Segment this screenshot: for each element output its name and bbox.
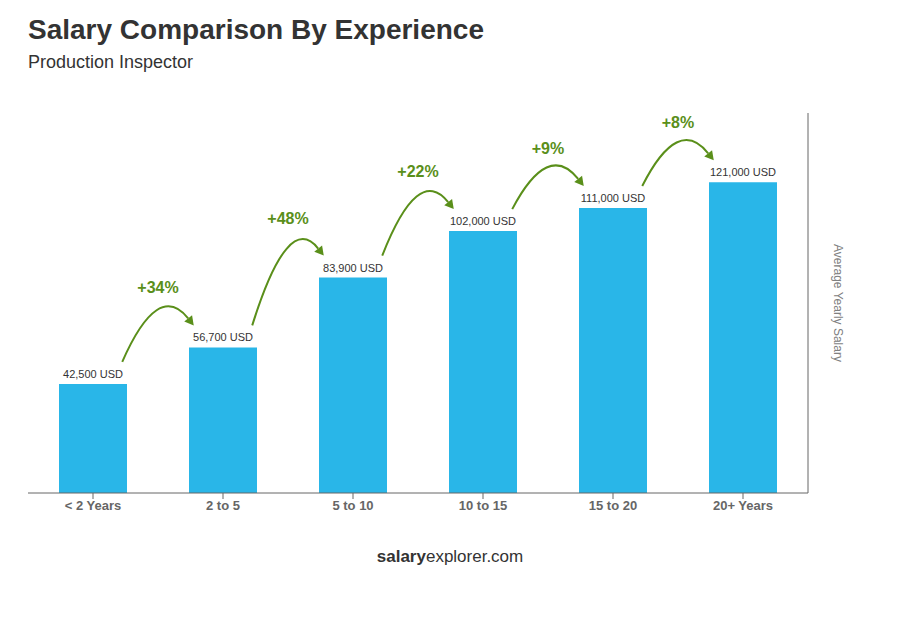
svg-text:+22%: +22% — [397, 163, 438, 180]
svg-text:111,000 USD: 111,000 USD — [581, 192, 645, 204]
svg-text:10 to 15: 10 to 15 — [459, 498, 507, 513]
svg-text:Average Yearly Salary: Average Yearly Salary — [831, 244, 845, 362]
svg-text:83,900 USD: 83,900 USD — [323, 262, 383, 274]
svg-text:56,700 USD: 56,700 USD — [193, 331, 253, 343]
svg-text:2 to 5: 2 to 5 — [206, 498, 240, 513]
svg-text:+48%: +48% — [267, 210, 308, 227]
html-text:Salary Comparison By Experienc: Salary Comparison By Experience — [28, 14, 484, 45]
svg-text:+9%: +9% — [532, 140, 564, 157]
svg-text:20+ Years: 20+ Years — [713, 498, 773, 513]
html-text:salary explorer.com: salary explorer.com — [376, 547, 524, 566]
html-text:Production Inspector: Production Inspector — [28, 52, 194, 72]
svg-text:5 to 10: 5 to 10 — [332, 498, 373, 513]
svg-text:42,500 USD: 42,500 USD — [63, 368, 123, 380]
svg-text:102,000 USD: 102,000 USD — [450, 215, 516, 227]
svg-text:121,000 USD: 121,000 USD — [710, 166, 776, 178]
svg-text:+34%: +34% — [137, 279, 178, 296]
svg-text:< 2 Years: < 2 Years — [65, 498, 122, 513]
svg-text:+8%: +8% — [662, 114, 694, 131]
svg-text:15 to 20: 15 to 20 — [589, 498, 637, 513]
